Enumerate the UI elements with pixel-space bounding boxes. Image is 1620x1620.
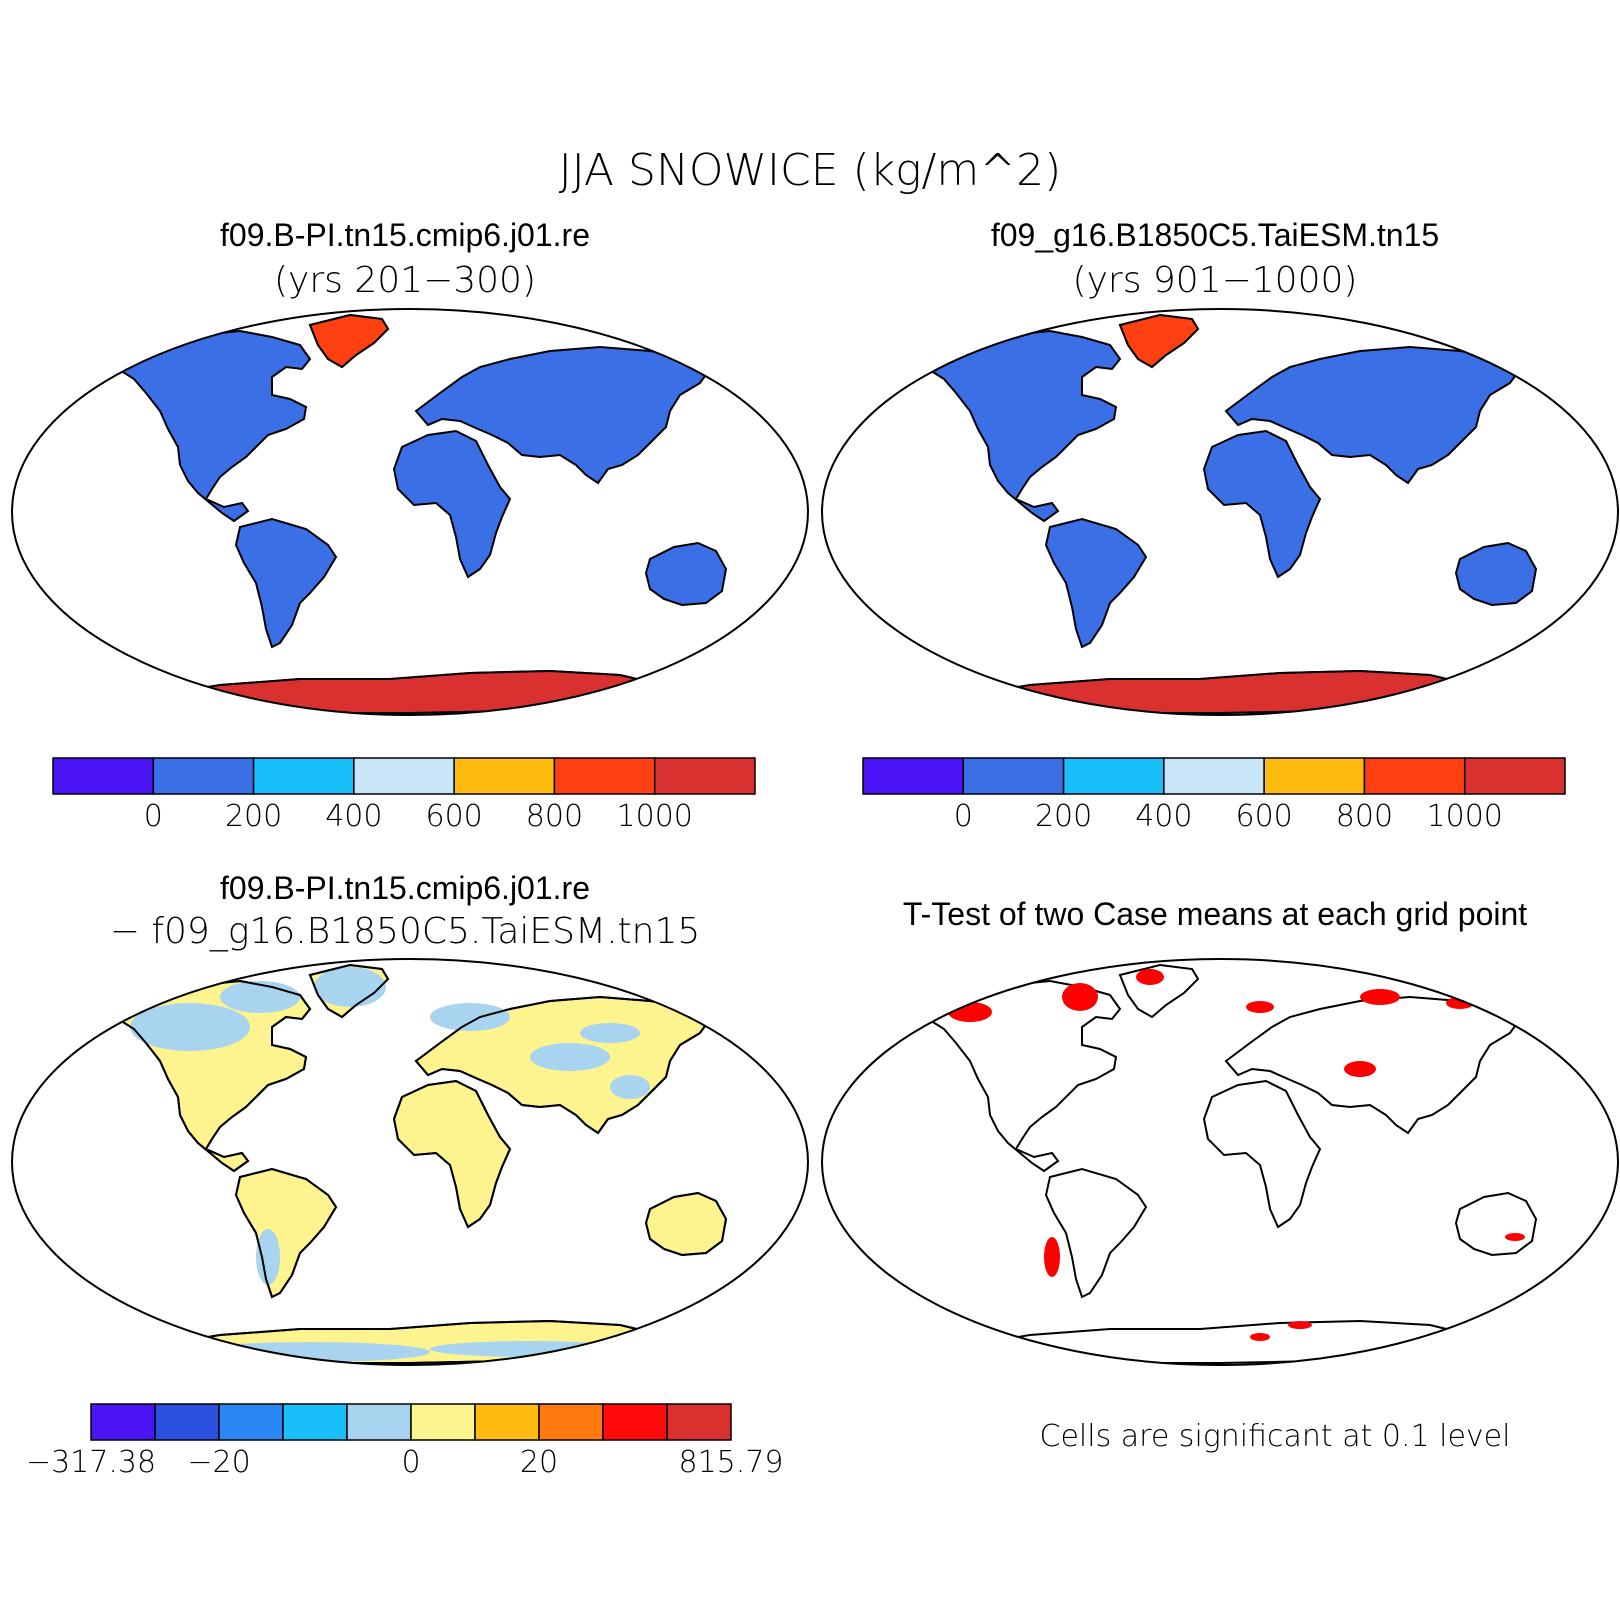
- map-br: [821, 958, 1619, 1366]
- bl-colorbar-box-1: [154, 1403, 220, 1441]
- map-br-border: [821, 958, 1619, 1366]
- tl-colorbar-label-2: 400: [325, 799, 382, 834]
- tl-colorbar-label-4: 800: [526, 799, 583, 834]
- map-tr-greenland-ice: [1118, 313, 1200, 369]
- bl-colorbar-label-4: 815.79: [679, 1445, 784, 1480]
- colorbar-tr: 0 200 400 600 800 1000: [862, 757, 1566, 834]
- map-tl-border: [11, 308, 809, 716]
- panel-top-right: f09_g16.B1850C5.TaiESM.tn15 (yrs 901−100…: [821, 217, 1619, 834]
- colorbar-bl: −317.38 −20 0 20 815.79: [26, 1403, 784, 1480]
- tr-colorbar-box-4: [1263, 757, 1366, 795]
- tl-colorbar-box-0: [52, 757, 155, 795]
- bl-colorbar-label-2: 0: [401, 1445, 420, 1480]
- panel-bottom-left: f09.B-PI.tn15.cmip6.j01.re − f09_g16.B18…: [11, 870, 809, 1480]
- bl-colorbar-box-5: [410, 1403, 476, 1441]
- tr-colorbar-label-2: 400: [1135, 799, 1192, 834]
- panel-top-left: f09.B-PI.tn15.cmip6.j01.re (yrs 201−300)…: [11, 217, 809, 834]
- tr-colorbar-box-0: [862, 757, 965, 795]
- tl-colorbar-box-6: [653, 757, 756, 795]
- map-tr-land: [927, 314, 1537, 714]
- bl-colorbar-box-2: [218, 1403, 284, 1441]
- bl-colorbar-box-0: [90, 1403, 156, 1441]
- bl-colorbar-label-1: −20: [187, 1445, 250, 1480]
- tl-colorbar-label-1: 200: [225, 799, 282, 834]
- figure-title: JJA SNOWICE (kg/m^2): [559, 145, 1062, 196]
- tr-colorbar-label-5: 1000: [1427, 799, 1503, 834]
- tl-colorbar-label-0: 0: [144, 799, 163, 834]
- bl-colorbar-label-0: −317.38: [26, 1445, 156, 1480]
- tl-colorbar-box-1: [152, 757, 255, 795]
- map-tr: [821, 308, 1619, 716]
- panel-bl-title: f09.B-PI.tn15.cmip6.j01.re: [220, 870, 590, 906]
- tr-colorbar-box-1: [962, 757, 1065, 795]
- bl-colorbar-box-7: [538, 1403, 604, 1441]
- tl-colorbar-box-4: [453, 757, 556, 795]
- panel-br-title: T-Test of two Case means at each grid po…: [903, 896, 1527, 932]
- tl-colorbar-label-3: 600: [426, 799, 483, 834]
- panel-tr-subtitle: (yrs 901−1000): [1073, 260, 1358, 301]
- bl-colorbar-box-3: [282, 1403, 348, 1441]
- bl-colorbar-box-9: [666, 1403, 732, 1441]
- bl-colorbar-box-4: [346, 1403, 412, 1441]
- map-tl-land: [117, 314, 727, 714]
- map-tr-border: [821, 308, 1619, 716]
- tr-colorbar-label-1: 200: [1035, 799, 1092, 834]
- map-tl-greenland-ice: [308, 313, 390, 369]
- tr-colorbar-box-5: [1363, 757, 1466, 795]
- tl-colorbar-box-3: [353, 757, 455, 795]
- bl-colorbar-label-3: 20: [520, 1445, 558, 1480]
- tl-colorbar-box-5: [553, 757, 656, 795]
- bl-colorbar-box-6: [474, 1403, 540, 1441]
- bl-colorbar-box-8: [602, 1403, 668, 1441]
- tl-colorbar-label-5: 1000: [617, 799, 693, 834]
- tr-colorbar-box-2: [1062, 757, 1165, 795]
- tr-colorbar-box-6: [1463, 757, 1566, 795]
- tl-colorbar-box-2: [252, 757, 355, 795]
- tr-colorbar-label-0: 0: [954, 799, 973, 834]
- panel-tl-title: f09.B-PI.tn15.cmip6.j01.re: [220, 217, 590, 253]
- map-tl-antarctica-ice: [159, 670, 691, 714]
- colorbar-tl: 0 200 400 600 800 1000: [52, 757, 756, 834]
- map-br-coastline: [927, 964, 1537, 1364]
- map-br-significant-cells: [948, 969, 1525, 1341]
- map-tr-antarctica-ice: [969, 670, 1501, 714]
- panel-bottom-right: T-Test of two Case means at each grid po…: [821, 896, 1619, 1454]
- map-tl: [11, 308, 809, 716]
- tr-colorbar-label-4: 800: [1336, 799, 1393, 834]
- panel-tl-subtitle: (yrs 201−300): [274, 260, 536, 301]
- panel-br-note: Cells are significant at 0.1 level: [1040, 1419, 1511, 1454]
- map-bl-border: [11, 958, 809, 1366]
- tr-colorbar-box-3: [1163, 757, 1265, 795]
- panel-tr-title: f09_g16.B1850C5.TaiESM.tn15: [991, 217, 1439, 253]
- tr-colorbar-label-3: 600: [1236, 799, 1293, 834]
- map-bl: [11, 958, 809, 1366]
- panel-bl-subtitle: − f09_g16.B1850C5.TaiESM.tn15: [110, 911, 701, 952]
